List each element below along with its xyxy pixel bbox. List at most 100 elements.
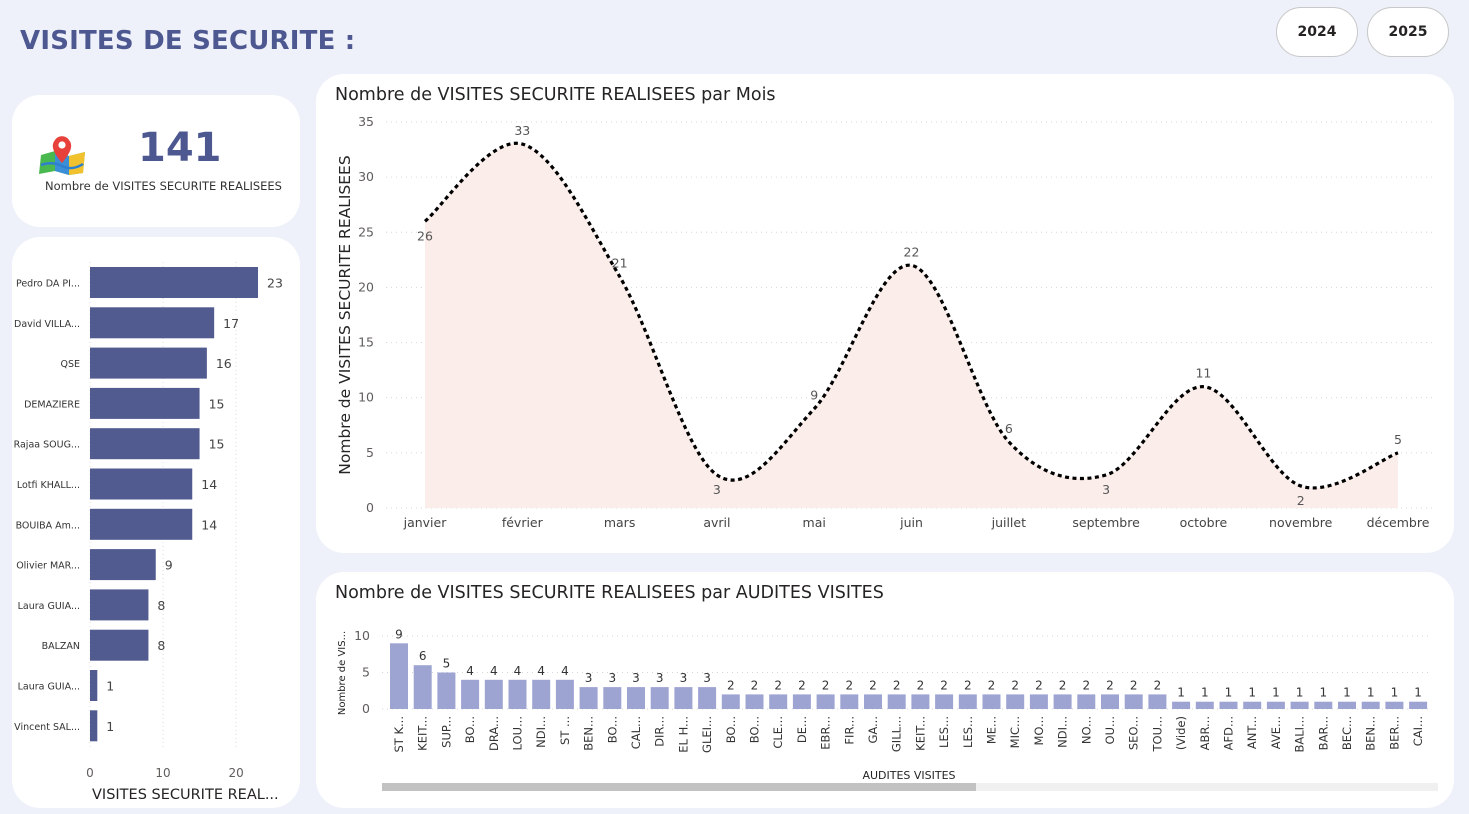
column-bar	[603, 687, 622, 709]
data-label: 1	[1319, 686, 1327, 700]
column-bar	[1006, 694, 1025, 709]
bar	[90, 508, 193, 540]
data-label: 14	[201, 477, 217, 492]
x-tick-label: BER...	[1387, 716, 1401, 750]
x-tick-label: CAL...	[629, 716, 643, 749]
monthly-chart-card: Nombre de VISITES SECURITE REALISEES par…	[316, 74, 1454, 553]
y-tick-label: 30	[358, 169, 374, 184]
data-label: 1	[1225, 686, 1233, 700]
column-bar	[935, 694, 954, 709]
data-label: 3	[1102, 482, 1110, 497]
data-label: 26	[417, 228, 433, 243]
x-tick-label: KEIT...	[416, 716, 430, 751]
data-label: 11	[1195, 366, 1211, 381]
column-bar	[1266, 701, 1285, 709]
x-tick-label: OU...	[1103, 716, 1117, 744]
data-label: 2	[751, 678, 759, 692]
x-axis-title: AUDITES VISITES	[862, 769, 955, 782]
data-label: 2	[1082, 678, 1090, 692]
data-label: 2	[822, 678, 830, 692]
x-tick-label: DE...	[795, 716, 809, 743]
x-tick-label: 20	[228, 766, 243, 780]
x-tick-label: BAR...	[1316, 716, 1330, 750]
monthly-line-chart: 0510152025303526janvier33février21mars3a…	[336, 114, 1436, 530]
bar	[90, 589, 149, 621]
column-bar	[982, 694, 1001, 709]
x-tick-label: CAI...	[1411, 716, 1425, 746]
x-tick-label: EBR...	[819, 716, 833, 750]
x-tick-label: décembre	[1367, 515, 1430, 530]
data-label: 15	[209, 396, 225, 411]
kpi-label: Nombre de VISITES SECURITE REALISEES	[45, 179, 282, 193]
data-label: 15	[209, 437, 225, 452]
data-label: 1	[1248, 686, 1256, 700]
x-tick-label: 10	[155, 766, 170, 780]
data-label: 2	[988, 678, 996, 692]
data-label: 17	[223, 316, 239, 331]
column-bar	[674, 687, 693, 709]
category-label: BOUIBA Am...	[16, 520, 80, 531]
category-label: Laura GUIA...	[18, 601, 80, 612]
column-bar	[1338, 701, 1356, 709]
data-label: 3	[703, 671, 711, 685]
data-label: 33	[514, 123, 530, 138]
category-label: BALZAN	[42, 641, 80, 652]
x-tick-label: BO...	[605, 716, 619, 743]
data-label: 1	[1177, 686, 1185, 700]
scrollbar-thumb[interactable]	[382, 783, 976, 791]
column-bar	[1385, 701, 1404, 709]
x-tick-label: BO...	[463, 716, 477, 743]
data-label: 2	[774, 678, 782, 692]
audited-chart-title: Nombre de VISITES SECURITE REALISEES par…	[335, 583, 884, 603]
x-tick-label: CLE...	[771, 716, 785, 749]
column-bar	[1195, 701, 1214, 709]
y-tick-label: 10	[358, 390, 374, 405]
column-bar	[1290, 701, 1309, 709]
series-line	[423, 141, 1399, 490]
x-tick-label: mars	[604, 515, 636, 530]
monthly-chart-title: Nombre de VISITES SECURITE REALISEES par…	[335, 85, 776, 105]
x-tick-label: octobre	[1180, 515, 1228, 530]
x-tick-label: AFD...	[1222, 716, 1236, 750]
column-bar	[1053, 694, 1072, 709]
column-bar	[650, 687, 669, 709]
x-tick-label: EL H...	[676, 716, 690, 753]
x-tick-label: NDI...	[1056, 716, 1070, 748]
x-tick-label: ST ...	[558, 716, 572, 745]
x-tick-label: ANT...	[1245, 716, 1259, 749]
x-tick-label: LES...	[961, 716, 975, 748]
map-pin-icon	[39, 136, 85, 175]
data-label: 2	[917, 678, 925, 692]
y-tick-label: 0	[366, 500, 374, 515]
x-tick-label: ME...	[985, 716, 999, 744]
data-label: 8	[157, 638, 165, 653]
x-tick-label: NDI...	[534, 716, 548, 748]
x-tick-label: janvier	[403, 515, 448, 530]
category-label: DEMAZIERE	[24, 399, 80, 410]
bar	[90, 629, 149, 661]
column-bar	[1077, 694, 1096, 709]
x-tick-label: février	[502, 515, 544, 530]
column-bar	[792, 694, 811, 709]
x-tick-label: BEN...	[1364, 716, 1378, 751]
data-label: 2	[1130, 678, 1138, 692]
year-2025-button[interactable]: 2025	[1367, 7, 1449, 57]
column-bar	[769, 694, 788, 709]
area-fill	[425, 143, 1398, 508]
x-tick-label: GA...	[866, 716, 880, 744]
y-axis-title: Nombre de VISITES SECURITE REALISEES	[336, 155, 354, 474]
column-bar	[1409, 701, 1428, 709]
column-bar	[745, 694, 764, 709]
data-label: 1	[1296, 686, 1304, 700]
data-label: 1	[1343, 686, 1351, 700]
data-label: 4	[490, 664, 498, 678]
x-tick-label: DIR...	[653, 716, 667, 747]
column-bar	[721, 694, 740, 709]
bar-chart-card: 0 10 20 Pedro DA PI... 23 David VILLA... 17 QSE…	[12, 237, 300, 808]
data-label: 2	[1154, 678, 1162, 692]
x-tick-label: TOU...	[1150, 716, 1164, 752]
data-label: 2	[727, 678, 735, 692]
column-bar	[911, 694, 930, 709]
data-label: 5	[443, 657, 451, 671]
year-2024-button[interactable]: 2024	[1276, 7, 1358, 57]
